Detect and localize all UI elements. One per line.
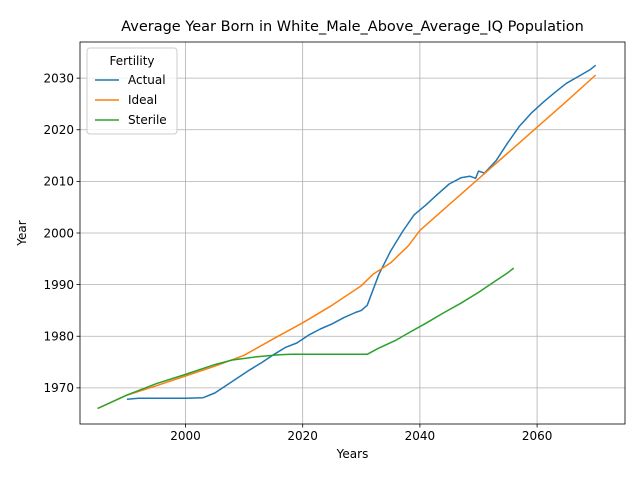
y-tick-label: 2000 (43, 226, 74, 240)
x-tick-label: 2060 (522, 429, 553, 443)
series-line-ideal (97, 74, 597, 410)
y-tick-label: 1990 (43, 278, 74, 292)
y-tick-label: 1980 (43, 330, 74, 344)
legend-box (86, 47, 178, 135)
y-axis-label: Year (15, 220, 29, 246)
axis-ticks: 2000 2020 2040 2060 1970 1980 1990 2000 2010 2020… (43, 71, 552, 443)
x-tick-label: 2020 (287, 429, 318, 443)
y-tick-label: 2020 (43, 123, 74, 137)
y-tick-label: 2010 (43, 175, 74, 189)
series-line-sterile (97, 267, 515, 410)
chart-title: Average Year Born in White_Male_Above_Av… (121, 19, 584, 35)
y-tick-label: 1970 (43, 381, 74, 395)
x-tick-label: 2040 (405, 429, 436, 443)
legend-label-ideal: Ideal (128, 93, 157, 107)
legend-label-actual: Actual (128, 73, 166, 87)
legend-label-sterile: Sterile (128, 113, 167, 127)
x-axis-label: Years (336, 447, 369, 461)
y-tick-label: 2030 (43, 71, 74, 85)
series-line-actual (126, 64, 597, 400)
x-tick-label: 2000 (170, 429, 201, 443)
legend-title: Fertility (109, 54, 154, 68)
series-lines (97, 64, 597, 410)
legend: Fertility Actual Ideal Sterile (86, 47, 178, 135)
